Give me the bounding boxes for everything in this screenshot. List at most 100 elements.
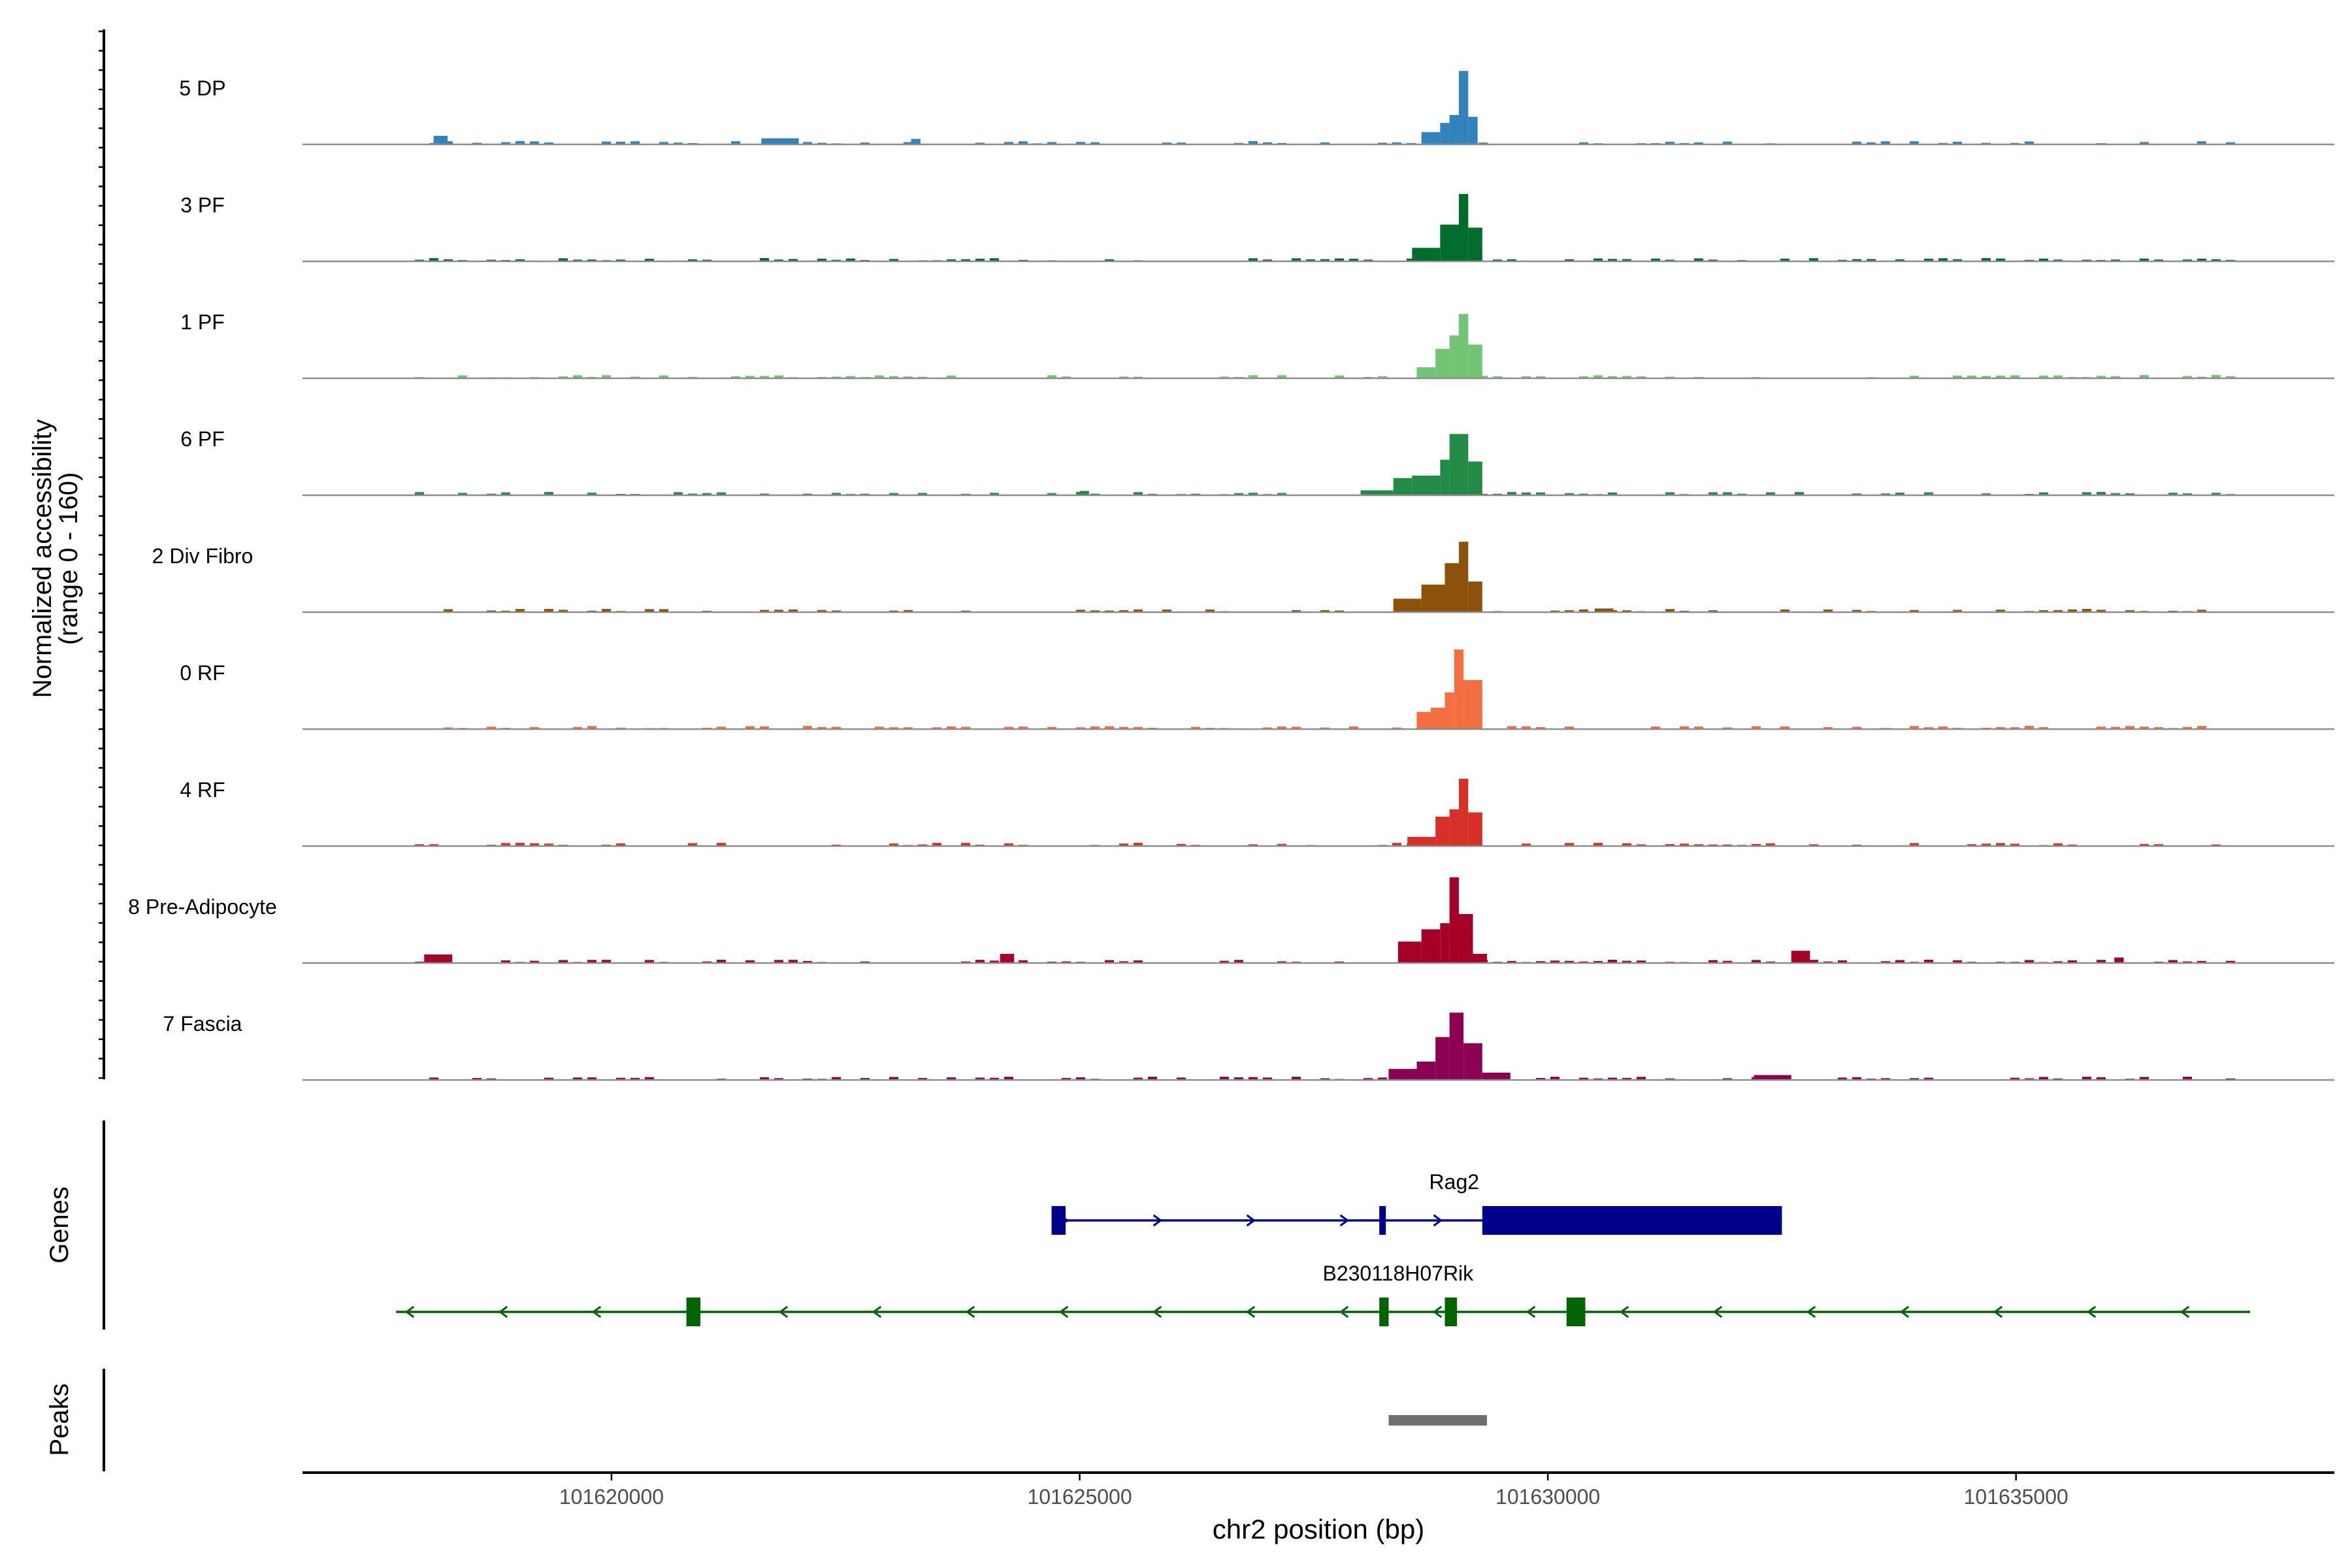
coverage-noise xyxy=(2225,142,2235,144)
coverage-noise xyxy=(673,492,683,495)
track-6-pf: 6 PF xyxy=(180,427,2334,497)
coverage-noise xyxy=(1995,258,2005,261)
coverage-noise xyxy=(1981,376,1991,378)
strand-chevron xyxy=(498,1305,508,1318)
coverage-noise xyxy=(702,259,711,261)
genes-panel: Genes Rag2 B230118H07Rik xyxy=(45,1120,2251,1330)
coverage-bar xyxy=(1393,478,1413,495)
coverage-noise xyxy=(1650,258,1660,261)
coverage-noise xyxy=(644,1077,654,1080)
coverage-noise xyxy=(2053,843,2063,846)
coverage-noise xyxy=(587,960,596,963)
coverage-noise xyxy=(1636,1077,1646,1080)
coverage-noise xyxy=(1147,1077,1157,1080)
coverage-noise xyxy=(2110,493,2120,495)
coverage-bar xyxy=(1449,434,1469,495)
coverage-noise xyxy=(1708,960,1718,963)
coverage-bar xyxy=(1416,1061,1436,1080)
coverage-noise xyxy=(414,844,424,846)
coverage-noise xyxy=(2182,1077,2192,1080)
coverage-noise xyxy=(1535,492,1545,495)
coverage-noise xyxy=(1133,727,1143,729)
coverage-noise xyxy=(1607,610,1617,612)
coverage-noise xyxy=(1909,1078,1919,1080)
coverage-noise xyxy=(1521,492,1531,495)
coverage-bar xyxy=(1435,817,1450,846)
coverage-noise xyxy=(659,142,668,144)
coverage-noise xyxy=(1866,259,1876,261)
coverage-noise xyxy=(860,142,870,144)
coverage-bar xyxy=(1594,608,1614,612)
coverage-noise xyxy=(1665,142,1674,144)
coverage-noise xyxy=(1478,376,1488,378)
coverage-noise xyxy=(1320,142,1330,144)
coverage-noise xyxy=(1334,258,1344,261)
gene-b230118h07rik: B230118H07Rik xyxy=(396,1262,2251,1326)
coverage-noise xyxy=(960,727,970,729)
coverage-noise xyxy=(587,493,596,495)
coverage-noise xyxy=(2139,258,2149,261)
coverage-noise xyxy=(2038,258,2048,261)
coverage-noise xyxy=(644,609,654,612)
coverage-noise xyxy=(745,960,755,963)
coverage-noise xyxy=(1823,727,1833,729)
coverage-noise xyxy=(2010,375,2019,378)
coverage-noise xyxy=(975,142,985,144)
peak-regions xyxy=(1388,1415,1487,1426)
coverage-noise xyxy=(1909,141,1919,144)
strand-chevron xyxy=(1993,1305,2003,1318)
coverage-noise xyxy=(1765,843,1775,846)
coverage-noise xyxy=(500,960,510,963)
coverage-tracks: 5 DP 3 PF 1 PF 6 PF 2 Div Fibro 0 RF 4 RF 8 Pre… xyxy=(128,71,2334,1081)
coverage-noise xyxy=(1550,960,1560,963)
coverage-noise xyxy=(1176,843,1186,846)
coverage-noise xyxy=(1248,375,1258,378)
coverage-noise xyxy=(759,376,769,378)
coverage-noise xyxy=(1047,142,1056,144)
coverage-noise xyxy=(774,375,783,378)
coverage-noise xyxy=(515,259,525,261)
coverage-noise xyxy=(615,142,625,144)
coverage-noise xyxy=(1104,726,1114,729)
coverage-noise xyxy=(946,375,956,378)
coverage-noise xyxy=(572,1077,582,1080)
coverage-noise xyxy=(1521,843,1531,846)
coverage-noise xyxy=(1665,843,1674,846)
coverage-noise xyxy=(1852,259,1861,261)
coverage-noise xyxy=(1363,259,1373,261)
coverage-noise xyxy=(1679,726,1689,729)
coverage-noise xyxy=(1535,376,1545,378)
coverage-noise xyxy=(1449,376,1459,378)
coverage-noise xyxy=(1133,609,1143,612)
strand-chevron xyxy=(1246,1214,1256,1227)
coverage-bar xyxy=(1482,1072,1511,1080)
coverage-noise xyxy=(687,259,697,261)
coverage-noise xyxy=(457,375,467,378)
gene-label: Rag2 xyxy=(1429,1170,1480,1194)
coverage-noise xyxy=(558,960,568,963)
coverage-noise xyxy=(1708,492,1718,495)
coverage-noise xyxy=(1291,610,1301,612)
coverage-noise xyxy=(975,259,985,261)
coverage-noise xyxy=(1780,609,1789,612)
coverage-noise xyxy=(544,492,553,495)
coverage-noise xyxy=(817,610,826,612)
coverage-noise xyxy=(1262,1077,1272,1080)
coverage-noise xyxy=(1578,609,1588,612)
coverage-noise xyxy=(1492,1077,1502,1080)
coverage-noise xyxy=(1363,1078,1373,1080)
gene-label: B230118H07Rik xyxy=(1322,1262,1474,1285)
coverage-noise xyxy=(1248,258,1258,261)
coverage-noise xyxy=(1377,142,1387,144)
coverage-noise xyxy=(917,493,927,495)
coverage-noise xyxy=(1995,843,2005,846)
coverage-noise xyxy=(1262,142,1272,144)
coverage-noise xyxy=(1348,726,1358,729)
track-1-pf: 1 PF xyxy=(180,310,2334,380)
coverage-bar xyxy=(1435,349,1450,378)
coverage-noise xyxy=(2110,727,2120,729)
coverage-noise xyxy=(1377,1077,1387,1080)
coverage-noise xyxy=(2139,1077,2149,1080)
coverage-noise xyxy=(1708,610,1718,612)
